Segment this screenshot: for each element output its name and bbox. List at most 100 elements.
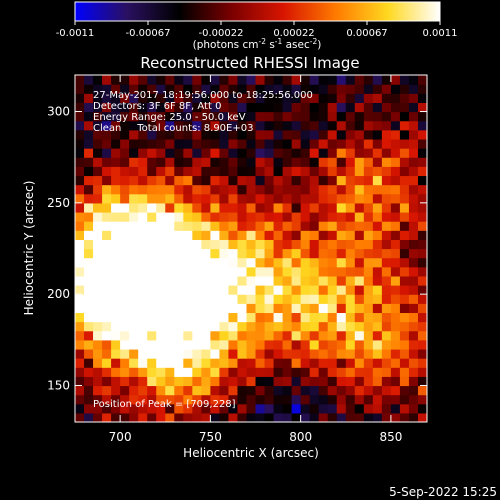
- heatmap-cell: [111, 321, 121, 332]
- heatmap-cell: [84, 239, 94, 250]
- heatmap-cell: [246, 257, 257, 268]
- heatmap-cell: [84, 230, 94, 240]
- heatmap-cell: [129, 367, 139, 377]
- heatmap-cell: [237, 285, 248, 295]
- heatmap-cell: [192, 303, 202, 314]
- heatmap-cell: [228, 211, 239, 222]
- heatmap-cell: [318, 111, 329, 122]
- heatmap-cell: [228, 129, 239, 140]
- heatmap-cell: [399, 239, 410, 250]
- heatmap-cell: [327, 257, 338, 268]
- heatmap-cell: [381, 403, 392, 414]
- heatmap-cell: [111, 202, 121, 213]
- heatmap-cell: [417, 120, 427, 131]
- heatmap-cell: [129, 257, 139, 268]
- heatmap-cell: [390, 394, 401, 405]
- heatmap-cell: [300, 239, 311, 250]
- heatmap-cell: [201, 248, 211, 259]
- heatmap-cell: [291, 175, 302, 186]
- heatmap-cell: [174, 294, 184, 304]
- heatmap-cell: [318, 385, 329, 396]
- heatmap-cell: [147, 211, 157, 222]
- heatmap-cell: [246, 202, 257, 213]
- annotation-energy: Energy Range: 25.0 - 50.0 keV: [93, 112, 246, 123]
- heatmap-cell: [264, 202, 275, 213]
- heatmap-cell: [282, 257, 293, 268]
- heatmap-cell: [300, 266, 311, 277]
- heatmap-cell: [75, 385, 85, 396]
- heatmap-cell: [300, 230, 311, 240]
- heatmap-cell: [237, 394, 248, 405]
- heatmap-cell: [363, 321, 374, 332]
- heatmap-cell: [318, 93, 329, 103]
- heatmap-cell: [273, 148, 284, 158]
- heatmap-cell: [147, 358, 157, 368]
- heatmap-cell: [273, 175, 284, 186]
- heatmap-cell: [156, 120, 166, 131]
- heatmap-cell: [336, 376, 347, 387]
- heatmap-cell: [129, 184, 139, 195]
- heatmap-cell: [327, 348, 338, 359]
- heatmap-cell: [273, 202, 284, 213]
- heatmap-cell: [291, 102, 302, 113]
- heatmap-cell: [390, 120, 401, 131]
- heatmap-cell: [93, 385, 103, 396]
- heatmap-cell: [129, 202, 139, 213]
- heatmap-cell: [129, 93, 139, 103]
- heatmap-cell: [372, 111, 383, 122]
- heatmap-cell: [84, 129, 94, 140]
- heatmap-cell: [93, 138, 103, 149]
- heatmap-cell: [390, 403, 401, 414]
- heatmap-cell: [210, 330, 221, 341]
- heatmap-cell: [327, 239, 338, 250]
- heatmap-cell: [120, 385, 130, 396]
- heatmap-cell: [255, 184, 266, 195]
- heatmap-cell: [417, 266, 427, 277]
- heatmap-cell: [93, 184, 103, 195]
- heatmap-cell: [219, 285, 230, 295]
- heatmap-cell: [291, 266, 302, 277]
- heatmap-cell: [282, 312, 293, 323]
- heatmap-cell: [147, 285, 157, 295]
- heatmap-cell: [273, 330, 284, 341]
- heatmap-cell: [201, 239, 211, 250]
- heatmap-cell: [156, 157, 166, 167]
- heatmap-cell: [147, 275, 157, 286]
- heatmap-cell: [291, 75, 302, 85]
- heatmap-cell: [174, 285, 184, 295]
- heatmap-cell: [165, 394, 175, 405]
- heatmap-cell: [300, 376, 311, 387]
- heatmap-cell: [273, 412, 284, 422]
- heatmap-cell: [93, 321, 103, 332]
- heatmap-cell: [174, 394, 184, 405]
- heatmap-cell: [255, 403, 266, 414]
- heatmap-cell: [264, 157, 275, 167]
- heatmap-cell: [354, 367, 365, 377]
- heatmap-cell: [183, 294, 193, 304]
- heatmap-cell: [345, 321, 356, 332]
- heatmap-cell: [138, 148, 148, 158]
- heatmap-cell: [75, 120, 85, 131]
- heatmap-cell: [93, 193, 103, 204]
- heatmap-cell: [327, 376, 338, 387]
- heatmap-cell: [75, 211, 85, 222]
- heatmap-cell: [417, 84, 427, 94]
- heatmap-cell: [408, 148, 419, 158]
- heatmap-cell: [417, 394, 427, 405]
- heatmap-cell: [390, 385, 401, 396]
- heatmap-cell: [255, 120, 266, 131]
- heatmap-cell: [417, 148, 427, 158]
- heatmap-cell: [102, 312, 112, 323]
- heatmap-cell: [408, 221, 419, 231]
- heatmap-cell: [111, 257, 121, 268]
- heatmap-cell: [102, 175, 112, 186]
- heatmap-cell: [75, 367, 85, 377]
- heatmap-cell: [300, 157, 311, 167]
- heatmap-cell: [300, 403, 311, 414]
- heatmap-cell: [372, 367, 383, 377]
- heatmap-cell: [399, 321, 410, 332]
- heatmap-cell: [300, 321, 311, 332]
- heatmap-cell: [354, 257, 365, 268]
- heatmap-cell: [273, 403, 284, 414]
- heatmap-cell: [255, 129, 266, 140]
